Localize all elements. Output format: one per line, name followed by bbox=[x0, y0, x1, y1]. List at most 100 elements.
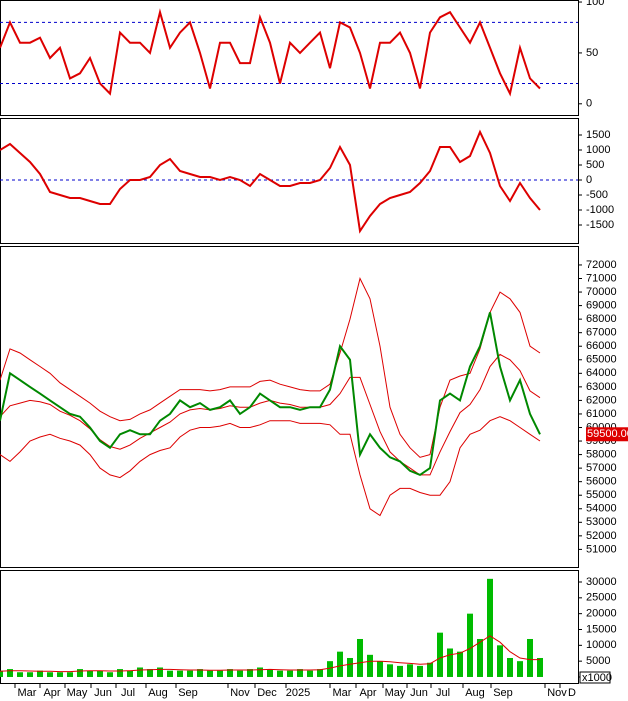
volume-bar bbox=[177, 670, 183, 677]
last-price-label: 59500.00 bbox=[587, 428, 628, 440]
y-tick-label: 25000 bbox=[586, 592, 617, 604]
volume-bar bbox=[47, 672, 53, 677]
series-line bbox=[0, 353, 541, 476]
volume-bar bbox=[337, 651, 343, 677]
y-tick-label: 500 bbox=[586, 159, 604, 171]
volume-bar bbox=[107, 672, 113, 677]
unit-box bbox=[579, 671, 611, 684]
x-tick-label: Jun bbox=[94, 687, 112, 699]
x-tick-label: Apr bbox=[43, 687, 60, 699]
volume-bar bbox=[37, 670, 43, 677]
y-tick-label: 54000 bbox=[586, 503, 617, 515]
x-tick-label: Jul bbox=[436, 687, 450, 699]
volume-bar bbox=[147, 669, 153, 677]
y-tick-label: 57000 bbox=[586, 462, 617, 474]
y-tick-label: 50 bbox=[586, 47, 598, 59]
volume-bar bbox=[377, 661, 383, 677]
volume-bar bbox=[397, 665, 403, 677]
volume-bar bbox=[357, 638, 363, 677]
volume-bar bbox=[317, 669, 323, 677]
volume-bar bbox=[197, 669, 203, 677]
volume-bar bbox=[227, 669, 233, 677]
y-tick-label: 61000 bbox=[586, 408, 617, 420]
x-tick-label: Aug bbox=[148, 687, 168, 699]
volume-bar bbox=[497, 645, 503, 677]
y-tick-label: 15000 bbox=[586, 623, 617, 635]
panel-frame bbox=[0, 118, 579, 244]
volume-bar bbox=[327, 661, 333, 677]
volume-bar bbox=[487, 578, 493, 677]
y-tick-label: 66000 bbox=[586, 340, 617, 352]
panel-frame bbox=[0, 0, 579, 116]
volume-bar bbox=[67, 672, 73, 677]
volume-bar bbox=[187, 670, 193, 677]
series-line bbox=[0, 312, 541, 477]
y-tick-label: 65000 bbox=[586, 354, 617, 366]
x-tick-label: May bbox=[385, 687, 406, 699]
volume-bar bbox=[77, 669, 83, 677]
volume-bar bbox=[467, 613, 473, 677]
x-tick-label: Dec bbox=[257, 687, 277, 699]
y-tick-label: 1500 bbox=[586, 129, 610, 141]
volume-bar bbox=[387, 664, 393, 677]
y-tick-label: 1000 bbox=[586, 144, 610, 156]
x-tick-label: Mar bbox=[333, 687, 352, 699]
y-tick-label: 52000 bbox=[586, 530, 617, 542]
volume-bar bbox=[407, 664, 413, 677]
volume-bar bbox=[417, 665, 423, 677]
series-line bbox=[0, 129, 541, 234]
volume-bar bbox=[527, 638, 533, 677]
volume-bar bbox=[267, 669, 273, 677]
series-line bbox=[0, 635, 540, 673]
volume-bar bbox=[137, 667, 143, 677]
volume-bar bbox=[247, 669, 253, 677]
volume-bar bbox=[477, 638, 483, 677]
volume-bar bbox=[307, 670, 313, 677]
y-tick-label: 71000 bbox=[586, 272, 617, 284]
y-tick-label: 20000 bbox=[586, 608, 617, 620]
volume-bar bbox=[427, 662, 433, 677]
y-tick-label: -1500 bbox=[586, 219, 614, 231]
volume-bar bbox=[97, 670, 103, 677]
volume-bar bbox=[437, 632, 443, 677]
volume-bar bbox=[457, 651, 463, 677]
y-tick-label: -500 bbox=[586, 189, 608, 201]
volume-bar bbox=[257, 667, 263, 677]
y-tick-label: 62000 bbox=[586, 394, 617, 406]
unit-label: x1000 bbox=[582, 672, 612, 684]
volume-bar bbox=[7, 669, 13, 677]
series-line bbox=[0, 416, 541, 517]
x-tick-label: Mar bbox=[18, 687, 37, 699]
y-tick-label: 72000 bbox=[586, 259, 617, 271]
y-tick-label: 69000 bbox=[586, 300, 617, 312]
volume-bar bbox=[517, 661, 523, 677]
y-tick-label: 30000 bbox=[586, 576, 617, 588]
volume-bar bbox=[57, 672, 63, 677]
series-line bbox=[0, 8, 541, 97]
x-tick-label: May bbox=[67, 687, 88, 699]
y-tick-label: 55000 bbox=[586, 489, 617, 501]
y-tick-label: 53000 bbox=[586, 516, 617, 528]
panel-frame bbox=[0, 246, 579, 568]
x-tick-label: Sep bbox=[178, 687, 198, 699]
y-tick-label: 0 bbox=[586, 174, 592, 186]
volume-bar bbox=[237, 670, 243, 677]
y-tick-label: 10000 bbox=[586, 639, 617, 651]
y-tick-label: 56000 bbox=[586, 476, 617, 488]
x-tick-label: 2025 bbox=[286, 687, 310, 699]
y-tick-label: 63000 bbox=[586, 381, 617, 393]
y-tick-label: 70000 bbox=[586, 286, 617, 298]
x-tick-label: Sep bbox=[493, 687, 513, 699]
volume-bar bbox=[277, 670, 283, 677]
y-tick-label: 58000 bbox=[586, 448, 617, 460]
y-tick-label: 51000 bbox=[586, 543, 617, 555]
volume-bar bbox=[347, 657, 353, 677]
volume-bar bbox=[27, 672, 33, 677]
volume-bar bbox=[0, 670, 3, 677]
volume-bar bbox=[287, 670, 293, 677]
volume-bar bbox=[127, 670, 133, 677]
y-tick-label: 0 bbox=[586, 98, 592, 110]
volume-bar bbox=[207, 670, 213, 677]
x-tick-label: Nov bbox=[547, 687, 567, 699]
